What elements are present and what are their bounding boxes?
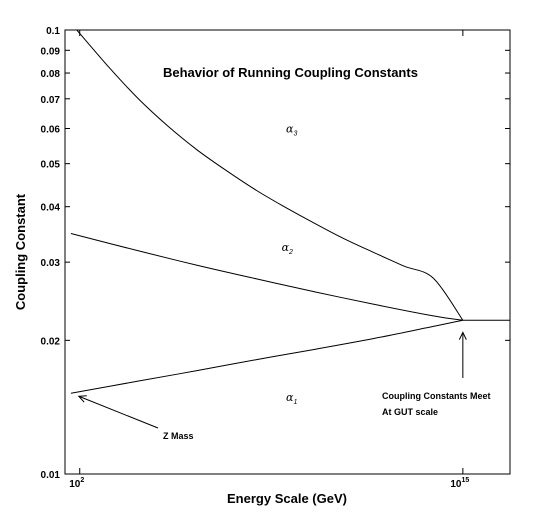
y-tick-label: 0.06 xyxy=(41,125,61,136)
y-tick-label: 0.03 xyxy=(41,258,61,269)
x-axis-title: Energy Scale (GeV) xyxy=(227,491,347,506)
z-mass-label: Z Mass xyxy=(163,431,194,441)
series-alpha1-label: α1 xyxy=(286,391,297,406)
series-alpha3-label: α3 xyxy=(286,122,297,137)
series-lines xyxy=(70,29,510,394)
arrow-head xyxy=(77,395,87,403)
gut-annotation-line: At GUT scale xyxy=(382,407,438,417)
chart-title: Behavior of Running Coupling Constants xyxy=(163,65,418,80)
x-tick-label: 102 xyxy=(69,477,84,490)
plot-frame xyxy=(64,29,511,475)
y-tick-label: 0.08 xyxy=(41,69,61,80)
arrow-head xyxy=(458,331,467,340)
series-alpha1-line xyxy=(70,319,463,394)
x-axis-ticks: 102 1015 xyxy=(69,30,469,490)
y-axis-ticks: 0.1 0.09 0.08 0.07 0.06 0.05 0.04 0.03 0.02 0.01 xyxy=(41,26,510,481)
series-alpha2-label: α2 xyxy=(282,241,293,256)
y-tick-label: 0.09 xyxy=(41,46,61,57)
y-axis-title: Coupling Constant xyxy=(13,193,28,310)
y-tick-label: 0.04 xyxy=(41,203,61,214)
x-tick-label: 1015 xyxy=(450,477,469,490)
gut-annotation-line: Coupling Constants Meet xyxy=(382,391,491,401)
series-alpha2-line xyxy=(70,233,463,321)
y-tick-label: 0.02 xyxy=(41,336,61,347)
y-tick-label: 0.05 xyxy=(41,160,61,171)
series-alpha3-line xyxy=(76,29,464,321)
series-labels: α3 α2 α1 xyxy=(282,122,298,406)
y-tick-label: 0.07 xyxy=(41,95,61,106)
y-tick-label: 0.1 xyxy=(46,26,60,37)
annotations: Z Mass Coupling Constants Meet At GUT scal… xyxy=(77,331,491,441)
y-tick-label: 0.01 xyxy=(41,470,61,481)
z-mass-arrow xyxy=(78,395,159,429)
